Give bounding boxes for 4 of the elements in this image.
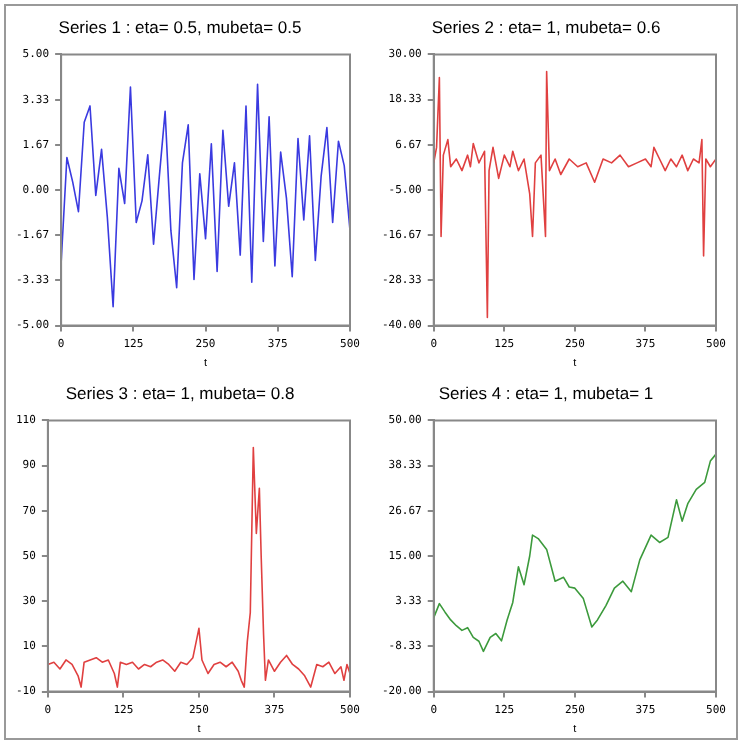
chart-title: Series 4 : eta= 1, mubeta= 1 — [438, 382, 654, 403]
chart-title: Series 1 : eta= 0.5, mubeta= 0.5 — [58, 16, 302, 37]
chart-title: Series 2 : eta= 1, mubeta= 0.6 — [431, 16, 661, 37]
chart-title: Series 3 : eta= 1, mubeta= 0.8 — [65, 382, 295, 403]
